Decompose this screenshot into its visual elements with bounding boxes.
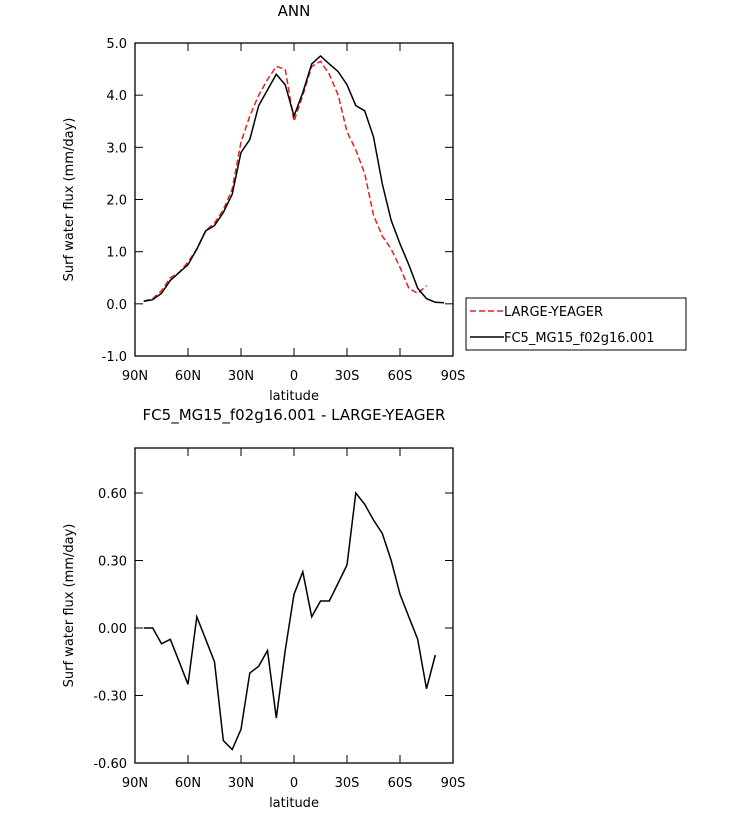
x-axis-label: latitude — [269, 796, 319, 811]
x-tick-label: 30S — [335, 776, 360, 791]
legend-label: FC5_MG15_f02g16.001 — [504, 331, 655, 346]
chart-title: ANN — [278, 2, 311, 20]
x-tick-label: 90S — [441, 776, 466, 791]
y-tick-label: 0.00 — [98, 622, 127, 637]
y-tick-label: -1.0 — [102, 350, 127, 365]
y-tick-label: 4.0 — [106, 89, 127, 104]
legend-box — [465, 297, 687, 351]
x-tick-label: 90N — [122, 369, 148, 384]
x-tick-label: 0 — [290, 369, 298, 384]
y-axis-label: Surf water flux (mm/day) — [62, 524, 77, 688]
x-axis-label: latitude — [269, 389, 319, 404]
data-line — [143, 491, 437, 751]
y-tick-label: 1.0 — [106, 246, 127, 261]
x-tick-label: 60N — [175, 776, 201, 791]
y-tick-label: -0.30 — [93, 690, 127, 705]
y-tick-label: 0.30 — [98, 555, 127, 570]
x-tick-label: 60N — [175, 369, 201, 384]
y-tick-label: -0.60 — [93, 757, 127, 772]
data-line — [143, 54, 445, 304]
x-tick-label: 0 — [290, 776, 298, 791]
y-axis-label: Surf water flux (mm/day) — [62, 118, 77, 282]
x-tick-label: 30N — [228, 776, 254, 791]
y-tick-label: 5.0 — [106, 37, 127, 52]
data-line — [143, 60, 427, 302]
plot-frame — [134, 42, 454, 357]
x-tick-label: 90S — [441, 369, 466, 384]
x-tick-label: 60S — [388, 369, 413, 384]
y-tick-label: 0.0 — [106, 298, 127, 313]
legend-label: LARGE-YEAGER — [504, 305, 603, 320]
y-tick-label: 0.60 — [98, 487, 127, 502]
x-tick-label: 30N — [228, 369, 254, 384]
x-tick-label: 30S — [335, 369, 360, 384]
x-tick-label: 90N — [122, 776, 148, 791]
x-tick-label: 60S — [388, 776, 413, 791]
y-tick-label: 2.0 — [106, 194, 127, 209]
y-tick-label: 3.0 — [106, 141, 127, 156]
plot-frame — [134, 447, 454, 764]
chart-title: FC5_MG15_f02g16.001 - LARGE-YEAGER — [143, 406, 446, 425]
